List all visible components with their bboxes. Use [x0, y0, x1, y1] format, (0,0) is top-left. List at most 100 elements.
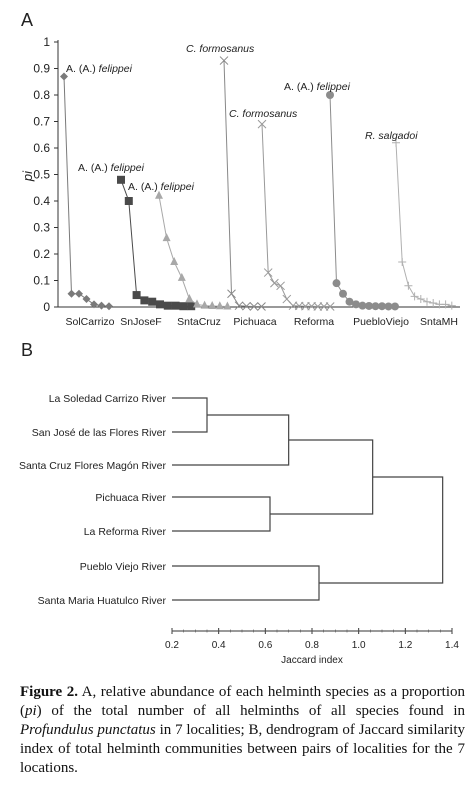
- data-point: [392, 138, 400, 147]
- x-tick-label: 1.4: [445, 640, 459, 651]
- x-tick-label: 1.2: [398, 640, 412, 651]
- data-point: [325, 302, 335, 311]
- data-point: [326, 91, 334, 99]
- dendrogram-branch: [172, 565, 320, 601]
- data-point: [117, 175, 125, 184]
- data-point: [60, 72, 68, 81]
- category-label: Reforma: [294, 316, 334, 328]
- data-point: [219, 56, 229, 65]
- x-axis-title: Jaccard index: [281, 655, 343, 666]
- category-label: PuebloViejo: [353, 316, 409, 328]
- data-point: [208, 300, 217, 309]
- data-point: [319, 302, 329, 311]
- data-point: [416, 295, 425, 304]
- species-annotation: C. formosanus: [186, 43, 255, 55]
- dendrogram-branch: [172, 496, 271, 532]
- y-axis-title: pi: [20, 170, 35, 182]
- data-point: [124, 197, 133, 205]
- x-tick-label: 0.8: [305, 640, 319, 651]
- data-point: [447, 301, 456, 310]
- data-point: [242, 301, 251, 311]
- caption-pi: pi: [25, 703, 37, 719]
- dendrogram-branch: [172, 397, 208, 433]
- x-tick-label: 0.2: [165, 640, 179, 651]
- data-point: [67, 289, 76, 298]
- caption-text-3: in 7 localities; B, dendrogram of Jaccar…: [20, 722, 465, 776]
- leaf-label: La Soledad Carrizo River: [49, 393, 167, 405]
- annotation-prefix: A. (A.): [128, 181, 161, 193]
- dendrogram-branch: [270, 439, 374, 515]
- series-line: [223, 60, 262, 307]
- data-point: [97, 301, 106, 310]
- data-point: [223, 301, 232, 310]
- caption-text-2: ) of the total number of all helminths o…: [36, 703, 465, 719]
- data-point: [410, 292, 419, 301]
- data-point: [257, 119, 267, 129]
- leaf-label: Pichuaca River: [95, 492, 166, 504]
- panel-a-label: A: [21, 10, 34, 30]
- annotation-species: felippei: [161, 181, 195, 193]
- data-point: [177, 272, 186, 281]
- y-tick-label: 0.8: [33, 88, 50, 102]
- annotation-species: felippei: [99, 63, 133, 75]
- annotation-species: felippei: [317, 81, 351, 93]
- annotation-prefix: A. (A.): [66, 63, 99, 75]
- leaf-label: Pueblo Viejo River: [80, 561, 167, 573]
- data-point: [365, 301, 373, 310]
- panel-b-label: B: [21, 340, 34, 360]
- data-point: [75, 289, 83, 298]
- annotation-species: R. salgadoi: [365, 130, 418, 142]
- data-point: [90, 300, 98, 309]
- data-point: [345, 297, 354, 306]
- series-line: [261, 124, 331, 307]
- data-point: [384, 302, 393, 311]
- species-annotation: R. salgadoi: [365, 130, 418, 142]
- figure-canvas: 0 0.1 0.2 0.3 0.4 0.5 0.6 0.7 0.8 0.9 1 pi SolCarriz…: [19, 35, 460, 666]
- y-tick-label: 0: [43, 300, 50, 314]
- caption-species: Profundulus punctatus: [20, 722, 156, 738]
- caption-label: Figure 2.: [20, 684, 78, 700]
- data-point: [156, 300, 164, 309]
- annotation-species: C. formosanus: [229, 108, 298, 120]
- x-tick-label: 1.0: [352, 640, 366, 651]
- data-point: [371, 302, 380, 311]
- data-point: [270, 278, 279, 288]
- data-point: [257, 302, 266, 311]
- species-annotation: A. (A.) felippei: [284, 81, 351, 93]
- leaf-label: La Reforma River: [84, 526, 167, 538]
- category-label: SntaMH: [420, 316, 458, 328]
- data-point: [162, 233, 171, 242]
- data-point: [404, 281, 413, 290]
- annotation-prefix: A. (A.): [78, 162, 111, 174]
- species-annotation: A. (A.) felippei: [66, 63, 133, 75]
- data-point: [185, 294, 194, 303]
- data-point: [193, 299, 201, 308]
- category-label: SntaCruz: [177, 316, 221, 328]
- species-annotation: A. (A.) felippei: [128, 181, 195, 193]
- data-point: [423, 297, 431, 306]
- series-line: [63, 76, 110, 307]
- data-point: [215, 301, 224, 310]
- data-point: [170, 256, 179, 265]
- data-point: [378, 302, 386, 311]
- y-tick-label: 0.9: [33, 62, 50, 76]
- data-point: [313, 302, 323, 311]
- data-point: [227, 289, 236, 299]
- y-tick-label: 0.6: [33, 141, 50, 155]
- data-point: [82, 295, 91, 304]
- caption-text-1: A, relative abundance of each helminth s…: [20, 684, 466, 719]
- data-point: [179, 302, 188, 311]
- y-tick-label: 0.1: [33, 274, 50, 288]
- annotation-species: C. formosanus: [186, 43, 255, 55]
- y-tick-label: 0.5: [33, 168, 50, 182]
- data-point: [332, 279, 341, 288]
- series-line: [329, 94, 395, 307]
- annotation-prefix: A. (A.): [284, 81, 317, 93]
- data-point: [339, 289, 347, 298]
- category-label: SolCarrizo: [65, 316, 114, 328]
- data-point: [148, 297, 157, 306]
- leaf-label: Santa Maria Huatulco River: [38, 595, 167, 607]
- data-point: [398, 257, 407, 266]
- y-tick-label: 0.4: [33, 194, 50, 208]
- species-annotation: C. formosanus: [229, 108, 298, 120]
